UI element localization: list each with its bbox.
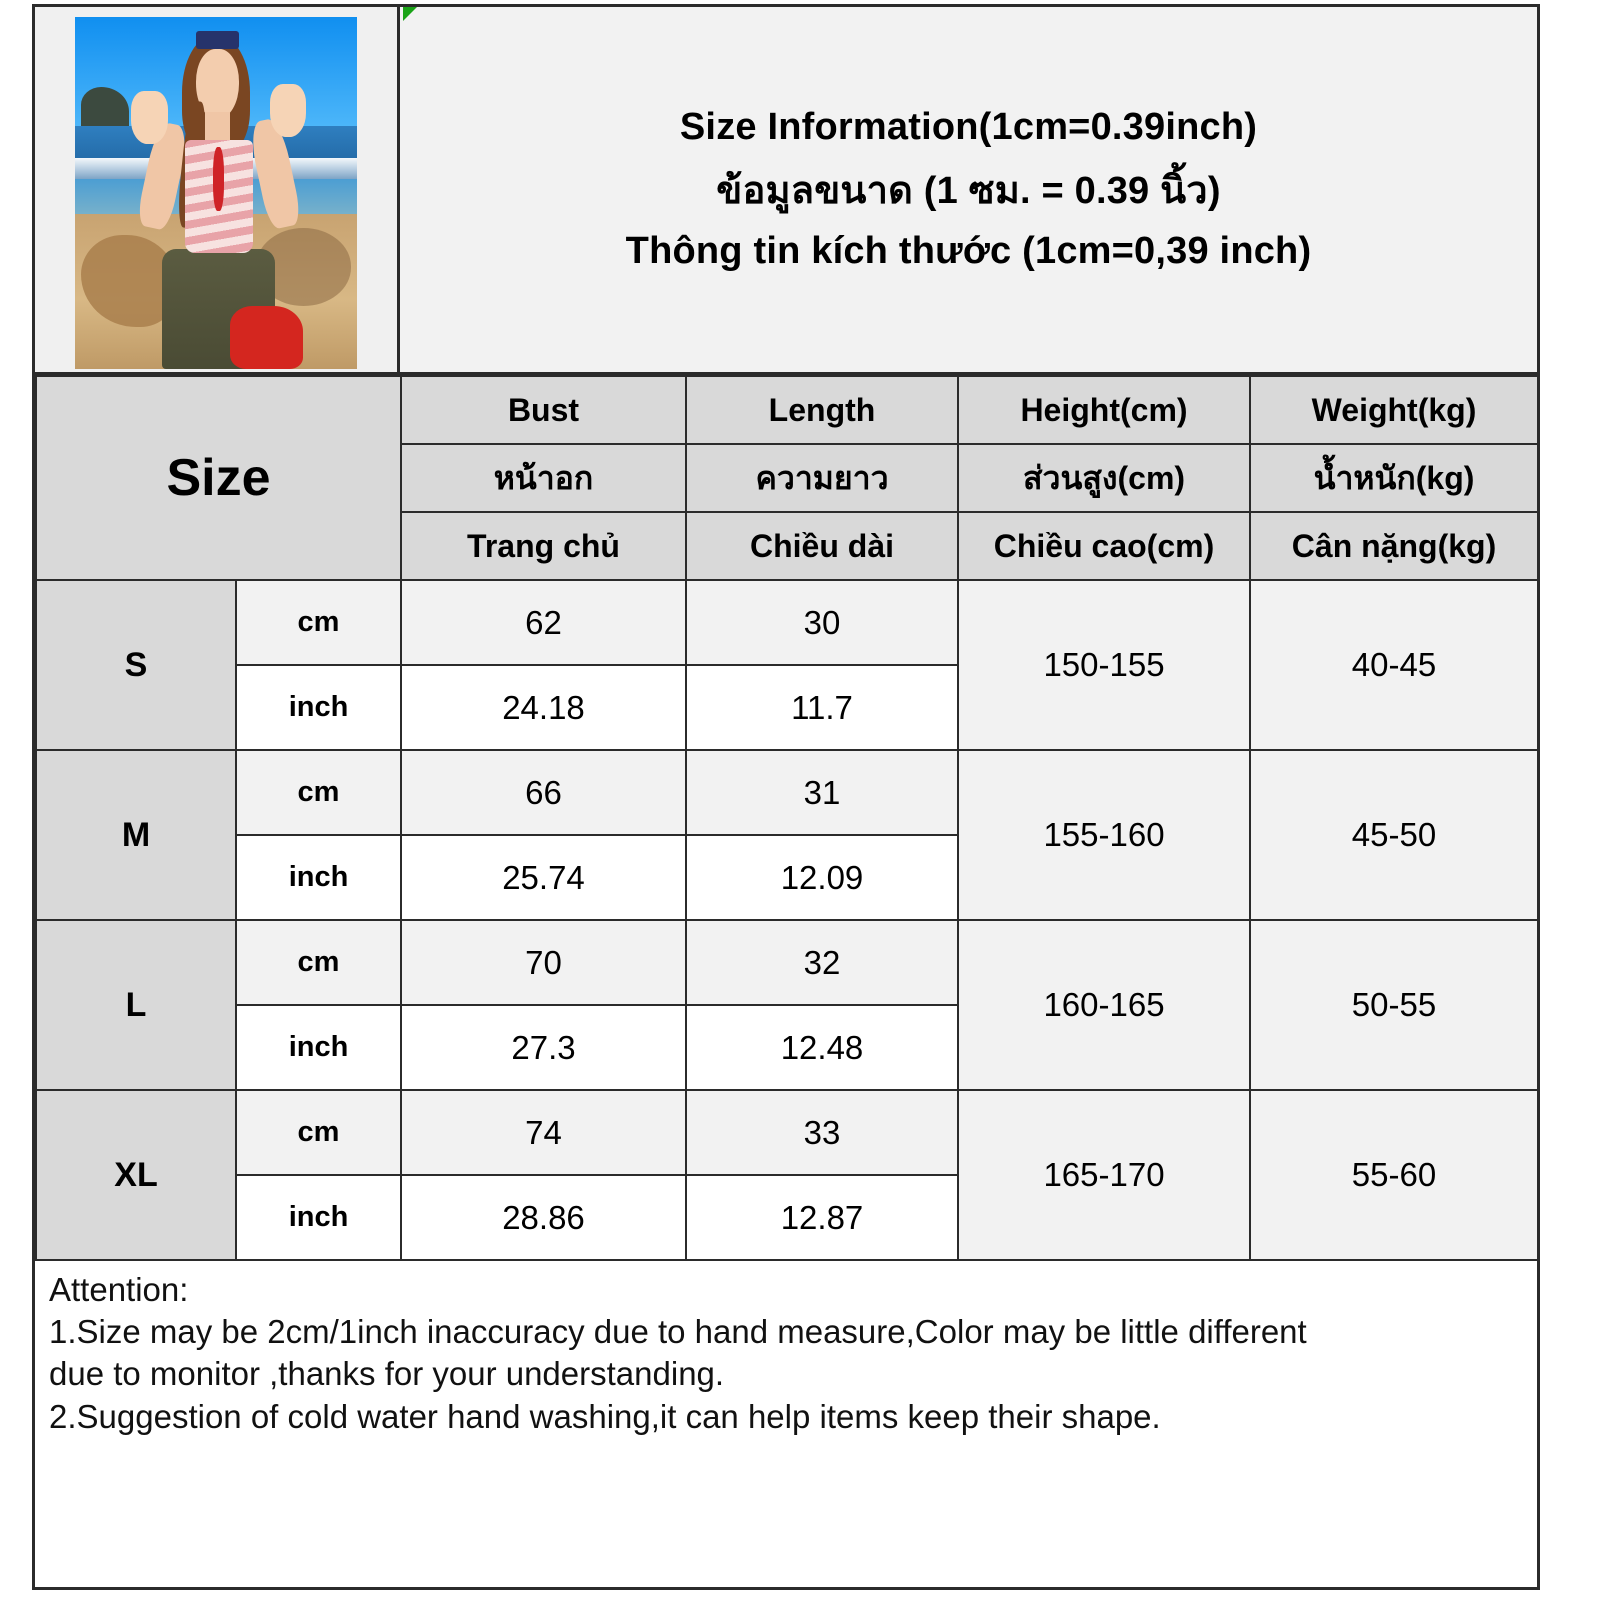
value-bust-cm: 70 [400,919,687,1006]
unit-cell-inch: inch [235,664,402,751]
value-bust-inch: 24.18 [400,664,687,751]
header-band: Size Information(1cm=0.39inch) ข้อมูลขนา… [35,7,1537,375]
header-weight-th: น้ำหนัก(kg) [1249,443,1539,513]
value-bust-cm: 66 [400,749,687,836]
product-photo [75,17,357,369]
photo-model-left-hand [131,90,169,144]
table-row: inch 24.18 11.7 [36,664,1538,751]
value-bust-inch: 27.3 [400,1004,687,1091]
value-length-inch: 11.7 [685,664,959,751]
value-weight: 55-60 [1249,1089,1539,1261]
header-weight-vi: Cân nặng(kg) [1249,511,1539,581]
header-height-en: Height(cm) [957,375,1251,445]
table-row: L cm 70 32 160-165 50-55 [35,919,1539,1091]
value-weight: 45-50 [1249,749,1539,921]
unit-cell-cm: cm [235,749,402,836]
photo-model-right-hand [269,83,307,137]
header-bust-en: Bust [400,375,687,445]
value-height: 155-160 [957,749,1251,921]
title-block: Size Information(1cm=0.39inch) ข้อมูลขนา… [400,7,1537,372]
unit-cell-inch: inch [235,834,402,921]
value-length-cm: 32 [685,919,959,1006]
value-length-inch: 12.48 [685,1004,959,1091]
title-line-english: Size Information(1cm=0.39inch) [679,106,1258,148]
size-cell-s: S [35,579,237,751]
size-chart-frame: Size Information(1cm=0.39inch) ข้อมูลขนา… [32,4,1540,1590]
photo-red-bag [230,305,304,369]
value-bust-cm: 74 [400,1089,687,1176]
header-size-label: Size [35,375,402,581]
title-line-vietnamese: Thông tin kích thước (1cm=0,39 inch) [625,230,1312,272]
value-length-cm: 33 [685,1089,959,1176]
attention-heading: Attention: [49,1271,189,1308]
unit-cell-inch: inch [235,1004,402,1091]
header-length-en: Length [685,375,959,445]
value-bust-inch: 28.86 [400,1174,687,1261]
size-cell-l: L [35,919,237,1091]
value-length-inch: 12.87 [685,1174,959,1261]
size-cell-xl: XL [35,1089,237,1261]
green-corner-marker [403,7,417,21]
unit-cell-cm: cm [235,919,402,1006]
table-header-row-english: Size Bust Length Height(cm) Weight(kg) [35,375,1539,581]
product-photo-cell [35,7,400,372]
table-row: M cm 66 31 155-160 45-50 [35,749,1539,921]
photo-sand-mound [80,235,177,327]
table-header-row-vietnamese: Trang chủ Chiều dài Chiều cao(cm) Cân nặ… [36,511,1539,581]
table-row: XL cm 74 33 165-170 55-60 [35,1089,1539,1261]
size-cell-m: M [35,749,237,921]
unit-cell-cm: cm [235,1089,402,1176]
header-bust-vi: Trang chủ [400,511,687,581]
value-bust-inch: 25.74 [400,834,687,921]
attention-note-2: 2.Suggestion of cold water hand washing,… [49,1397,1161,1435]
header-bust-th: หน้าอก [400,443,687,513]
title-line-thai: ข้อมูลขนาด (1 ซม. = 0.39 นิ้ว) [716,170,1221,212]
header-height-vi: Chiều cao(cm) [957,511,1251,581]
sunglasses-icon [196,31,239,49]
header-length-th: ความยาว [685,443,959,513]
value-weight: 50-55 [1249,919,1539,1091]
value-length-cm: 31 [685,749,959,836]
value-length-inch: 12.09 [685,834,959,921]
value-height: 160-165 [957,919,1251,1091]
value-height: 150-155 [957,579,1251,751]
value-bust-cm: 62 [400,579,687,666]
table-row: inch 27.3 12.48 [36,1004,1538,1091]
unit-cell-cm: cm [235,579,402,666]
table-header-row-thai: หน้าอก ความยาว ส่วนสูง(cm) น้ำหนัก(kg) [36,443,1539,513]
table-row: inch 25.74 12.09 [36,834,1538,921]
value-length-cm: 30 [685,579,959,666]
header-height-th: ส่วนสูง(cm) [957,443,1251,513]
unit-cell-inch: inch [235,1174,402,1261]
value-height: 165-170 [957,1089,1251,1261]
table-row: S cm 62 30 150-155 40-45 [35,579,1539,751]
photo-red-ribbon [213,147,225,211]
photo-rock [80,87,129,130]
table-row: inch 28.86 12.87 [36,1174,1538,1261]
header-weight-en: Weight(kg) [1249,375,1539,445]
attention-block: Attention: 1.Size may be 2cm/1inch inacc… [35,1261,1537,1438]
size-table: Size Bust Length Height(cm) Weight(kg) ห… [35,375,1539,1261]
attention-note-1-a: 1.Size may be 2cm/1inch inaccuracy due t… [49,1313,1307,1351]
value-weight: 40-45 [1249,579,1539,751]
attention-note-1-b: due to monitor ,thanks for your understa… [49,1355,725,1393]
header-length-vi: Chiều dài [685,511,959,581]
